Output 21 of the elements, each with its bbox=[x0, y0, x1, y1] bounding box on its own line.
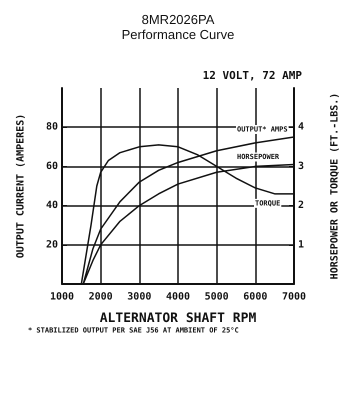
y2-axis-title: HORSEPOWER OR TORQUE (FT.-LBS.) bbox=[330, 92, 340, 280]
y2-tick-label: 4 bbox=[298, 122, 304, 133]
y-tick-label: 20 bbox=[46, 239, 58, 250]
x-tick-label: 3000 bbox=[127, 292, 152, 302]
x-tick-label: 1000 bbox=[50, 292, 74, 302]
y-tick-label: 40 bbox=[46, 200, 58, 212]
y2-tick-label: 3 bbox=[298, 160, 304, 172]
text: 12 VOLT, 72 AMP bbox=[202, 69, 302, 82]
x-tick-label: 4000 bbox=[166, 292, 190, 302]
chart-title: 8MR2026PA bbox=[142, 12, 215, 27]
x-tick-label: 5000 bbox=[204, 292, 229, 302]
x-tick-label: 2000 bbox=[88, 292, 113, 302]
y2-tick-label: 1 bbox=[298, 239, 304, 250]
y-tick-label: 60 bbox=[46, 160, 58, 172]
x-tick-label: 7000 bbox=[282, 292, 306, 302]
x-axis-title: ALTERNATOR SHAFT RPM bbox=[100, 311, 256, 326]
y-tick-label: 80 bbox=[46, 122, 58, 133]
chart-subtitle: Performance Curve bbox=[122, 27, 234, 42]
y2-tick-label: 2 bbox=[298, 200, 304, 212]
x-tick-label: 6000 bbox=[243, 292, 268, 302]
y-axis-title: OUTPUT CURRENT (AMPERES) bbox=[16, 114, 26, 258]
